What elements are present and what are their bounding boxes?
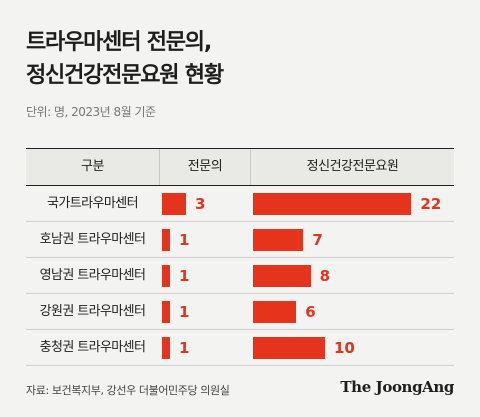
category-label: 호남권 트라우마센터 [39,232,146,247]
bar-specialist [162,193,186,215]
data-table: 구분 전문의 정신건강전문요원 국가트라우마센터 3 22 호남권 트라우마센터 1 7 영… [26,148,454,366]
category-label: 강원권 트라우마센터 [39,304,146,319]
bar-mental-health-staff [253,337,325,359]
bar-specialist [162,337,170,359]
value-label-specialist: 1 [179,339,190,357]
header-separator-2 [250,149,251,185]
value-label-mental-health-staff: 10 [334,339,355,357]
header-top-rule [26,148,454,149]
unit-note: 단위: 명, 2023년 8월 기준 [26,105,156,119]
title-line-2: 정신건강전문요원 현황 [26,63,224,88]
row-divider [26,365,454,366]
chart-title: 트라우마센터 전문의, 정신건강전문요원 현황 [26,26,224,92]
category-label: 충청권 트라우마센터 [39,340,146,355]
header-bottom-rule [26,185,454,186]
bar-mental-health-staff [253,265,311,287]
header-specialist: 전문의 [187,159,223,174]
row-divider [26,257,454,258]
value-label-specialist: 1 [179,267,190,285]
header-category: 구분 [81,159,104,174]
value-label-specialist: 1 [179,303,190,321]
header-background [26,149,454,185]
source-note: 자료: 보건복지부, 강선우 더불어민주당 의원실 [26,384,230,397]
bar-mental-health-staff [253,229,304,251]
bar-mental-health-staff [253,193,412,215]
category-label: 국가트라우마센터 [47,196,138,211]
row-divider [26,293,454,294]
value-label-specialist: 1 [179,231,190,249]
publisher-logo: The JoongAng [340,378,454,396]
value-label-mental-health-staff: 6 [305,303,316,321]
bar-specialist [162,301,170,323]
value-label-mental-health-staff: 7 [312,231,323,249]
value-label-mental-health-staff: 8 [319,267,331,285]
bar-specialist [162,229,170,251]
category-label: 영남권 트라우마센터 [39,268,146,283]
title-line-1: 트라우마센터 전문의, [26,30,212,55]
row-divider [26,329,454,330]
bar-mental-health-staff [253,301,297,323]
bar-specialist [162,265,170,287]
row-divider [26,221,454,222]
value-label-mental-health-staff: 22 [420,195,442,213]
value-label-specialist: 3 [195,195,206,213]
header-mental-health-staff: 정신건강전문요원 [306,159,399,174]
header-separator-1 [159,149,160,185]
